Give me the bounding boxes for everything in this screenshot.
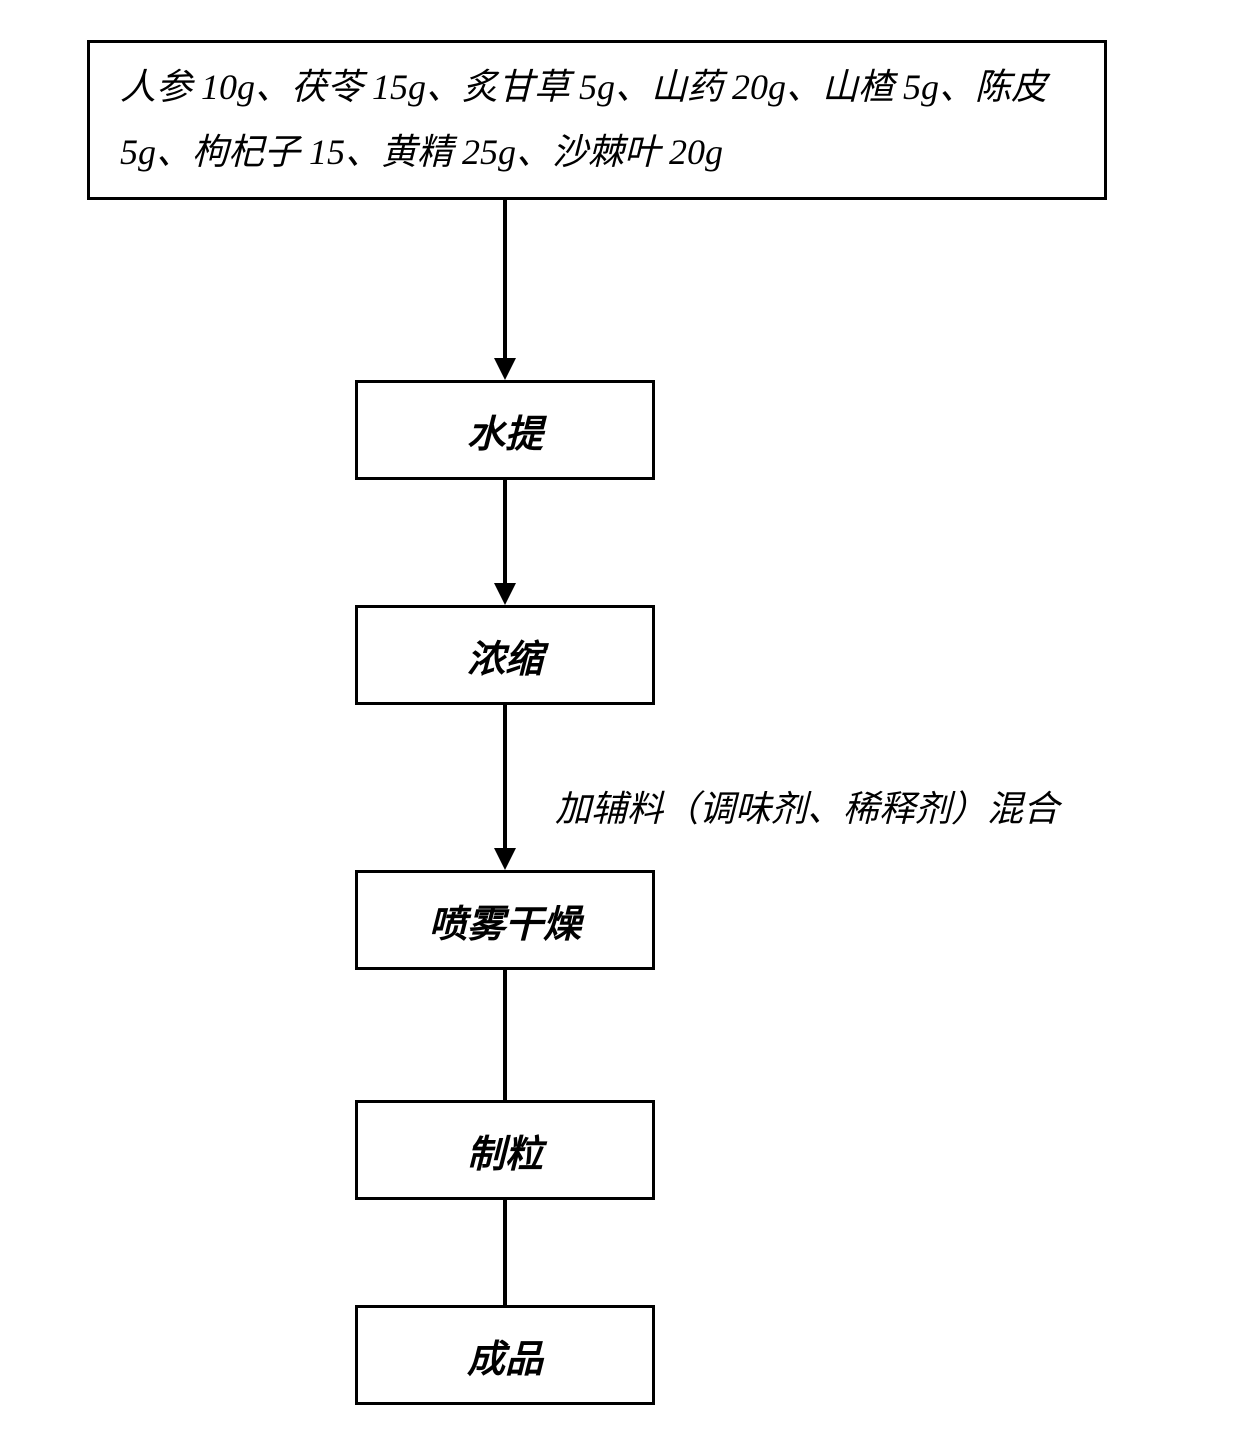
- connector-line: [503, 1200, 507, 1305]
- step-label: 浓缩: [467, 628, 543, 683]
- step-label: 喷雾干燥: [429, 893, 581, 948]
- step-spray-dry: 喷雾干燥: [355, 870, 655, 970]
- step-label: 制粒: [467, 1123, 543, 1178]
- connector-line: [503, 705, 507, 848]
- connector-arrowhead: [494, 848, 516, 870]
- ingredients-text: 人参 10g、茯苓 15g、炙甘草 5g、山药 20g、山楂 5g、陈皮 5g、…: [120, 55, 1074, 185]
- step-label: 成品: [467, 1328, 543, 1383]
- step-label: 水提: [467, 403, 543, 458]
- step-water-extraction: 水提: [355, 380, 655, 480]
- connector-arrowhead: [494, 583, 516, 605]
- side-annotation-text: 加辅料（调味剂、稀释剂）混合: [555, 789, 1059, 829]
- connector-line: [503, 200, 507, 358]
- connector-line: [503, 480, 507, 583]
- step-granulate: 制粒: [355, 1100, 655, 1200]
- flowchart-container: 人参 10g、茯苓 15g、炙甘草 5g、山药 20g、山楂 5g、陈皮 5g、…: [0, 0, 1240, 1448]
- side-annotation: 加辅料（调味剂、稀释剂）混合: [555, 780, 1059, 832]
- ingredients-box: 人参 10g、茯苓 15g、炙甘草 5g、山药 20g、山楂 5g、陈皮 5g、…: [87, 40, 1107, 200]
- step-final-product: 成品: [355, 1305, 655, 1405]
- connector-line: [503, 970, 507, 1100]
- connector-arrowhead: [494, 358, 516, 380]
- step-concentrate: 浓缩: [355, 605, 655, 705]
